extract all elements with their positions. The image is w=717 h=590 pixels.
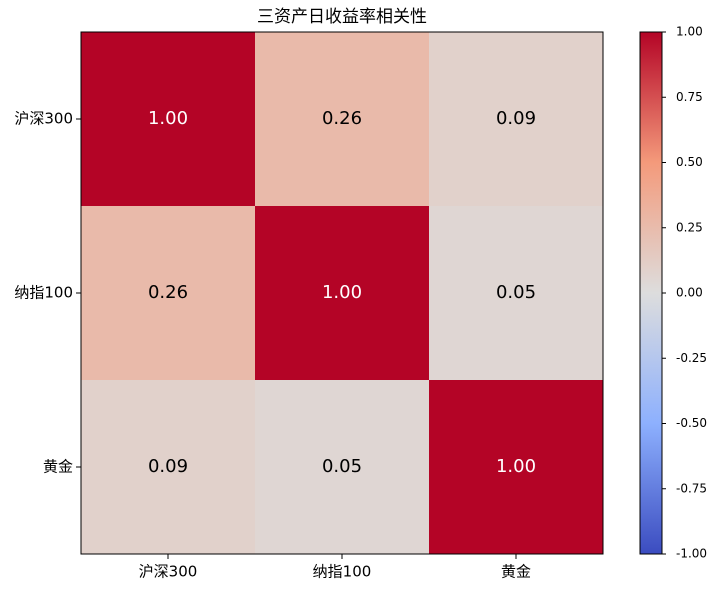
heatmap-cell — [81, 32, 256, 207]
colorbar — [639, 31, 663, 555]
cell-label: 0.05 — [496, 282, 536, 303]
cell-label: 0.09 — [496, 108, 536, 129]
heatmap-cell — [255, 380, 430, 555]
y-tick-label: 沪深300 — [14, 110, 73, 128]
cell-label: 0.26 — [322, 108, 362, 129]
heatmap-cell — [429, 206, 604, 381]
colorbar-tick-label: 0.75 — [676, 90, 703, 104]
cell-label: 1.00 — [496, 456, 536, 477]
heatmap-cell — [81, 206, 256, 381]
x-tick-label: 纳指100 — [313, 563, 372, 581]
heatmap-cell — [429, 32, 604, 207]
cell-label: 0.09 — [148, 456, 188, 477]
colorbar-tick-label: -1.00 — [676, 547, 707, 561]
heatmap-cell — [255, 206, 430, 381]
colorbar-tick-label: -0.75 — [676, 481, 707, 495]
colorbar-tick-label: 0.25 — [676, 220, 703, 234]
colorbar-tick-label: 1.00 — [676, 25, 703, 39]
cell-label: 0.26 — [148, 282, 188, 303]
colorbar-tick-label: -0.50 — [676, 416, 707, 430]
cell-label: 1.00 — [322, 282, 362, 303]
heatmap-cell — [81, 380, 256, 555]
cell-label: 0.05 — [322, 456, 362, 477]
cell-label: 1.00 — [148, 108, 188, 129]
heatmap-cell — [255, 32, 430, 207]
x-tick-label: 黄金 — [501, 563, 531, 581]
chart-title: 三资产日收益率相关性 — [257, 7, 427, 27]
y-tick-label: 纳指100 — [14, 284, 73, 302]
y-tick-label: 黄金 — [43, 458, 73, 476]
colorbar-tick-label: 0.00 — [676, 286, 703, 300]
colorbar-tick-label: 0.50 — [676, 155, 703, 169]
colorbar-tick-label: -0.25 — [676, 351, 707, 365]
heatmap-cell — [429, 380, 604, 555]
x-tick-label: 沪深300 — [139, 563, 198, 581]
